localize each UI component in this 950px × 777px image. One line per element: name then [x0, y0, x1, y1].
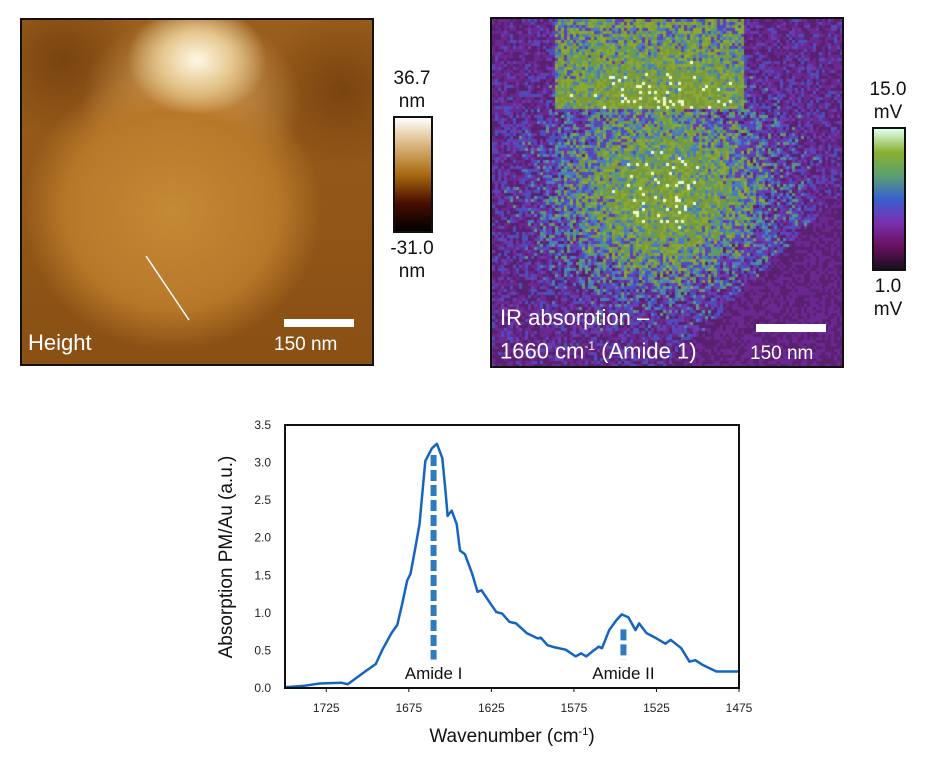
value: 36.7 [393, 68, 431, 89]
ir-label-suffix: (Amide 1) [595, 338, 697, 364]
ir-colorbar [872, 127, 906, 271]
unit: mV [873, 299, 903, 320]
peak-annotation: Amide I [405, 664, 463, 683]
scale-bar-label: 150 nm [750, 343, 814, 364]
value: -31.0 [390, 238, 434, 259]
line-profile-marker [145, 255, 190, 321]
ir-colorbar-min: 1.0 mV [853, 275, 923, 321]
y-tick-label: 3.0 [254, 456, 271, 470]
unit: nm [398, 261, 426, 282]
scale-bar [284, 319, 354, 327]
scale-bar-label: 150 nm [274, 334, 338, 355]
x-tick-label: 1625 [478, 701, 505, 715]
y-tick-label: 2.0 [254, 531, 271, 545]
x-axis-label-end: ) [588, 726, 594, 747]
peak-annotation: Amide II [592, 664, 654, 683]
x-tick-label: 1575 [561, 701, 588, 715]
height-colorbar [393, 116, 433, 233]
plot-frame [284, 424, 740, 689]
value: 15.0 [869, 79, 907, 100]
height-label: Height [28, 330, 92, 355]
value: 1.0 [874, 276, 902, 297]
y-tick-label: 3.5 [254, 418, 271, 432]
ir-label-line2: 1660 cm-1 (Amide 1) [500, 333, 697, 364]
x-tick-label: 1725 [313, 701, 340, 715]
unit: mV [873, 102, 903, 123]
ir-absorption-map-image: IR absorption – 1660 cm-1 (Amide 1) 150 … [490, 17, 844, 368]
scale-bar [756, 324, 826, 332]
height-map-image: Height 150 nm [20, 18, 374, 366]
x-axis-label: Wavenumber (cm-1) [429, 726, 594, 747]
ir-label-line1: IR absorption – [500, 305, 650, 330]
y-tick-label: 1.5 [254, 568, 271, 582]
x-tick-label: 1525 [643, 701, 670, 715]
ir-label-prefix: 1660 cm [500, 338, 585, 364]
height-colorbar-min: -31.0 nm [377, 237, 447, 283]
y-tick-label: 1.0 [254, 606, 271, 620]
ir-spectrum-chart: 0.0 0.5 1.0 1.5 2.0 2.5 3.0 3.5 1725 1675 1625 157… [216, 418, 753, 747]
x-axis-label-main: Wavenumber (cm [429, 726, 578, 747]
x-tick-label: 1675 [395, 701, 422, 715]
x-axis-label-sup: -1 [579, 726, 589, 738]
ir-map-canvas [492, 19, 842, 366]
spectrum-line [284, 442, 739, 689]
y-tick-label: 2.5 [254, 493, 271, 507]
x-tick-label: 1475 [726, 701, 753, 715]
height-colorbar-max: 36.7 nm [377, 67, 447, 113]
y-tick-label: 0.5 [254, 643, 271, 657]
ir-colorbar-max: 15.0 mV [853, 78, 923, 124]
ir-label-sup: -1 [584, 339, 596, 353]
unit: nm [398, 91, 426, 112]
y-axis-label: Absorption PM/Au (a.u.) [216, 456, 237, 659]
y-tick-label: 0.0 [254, 681, 271, 695]
